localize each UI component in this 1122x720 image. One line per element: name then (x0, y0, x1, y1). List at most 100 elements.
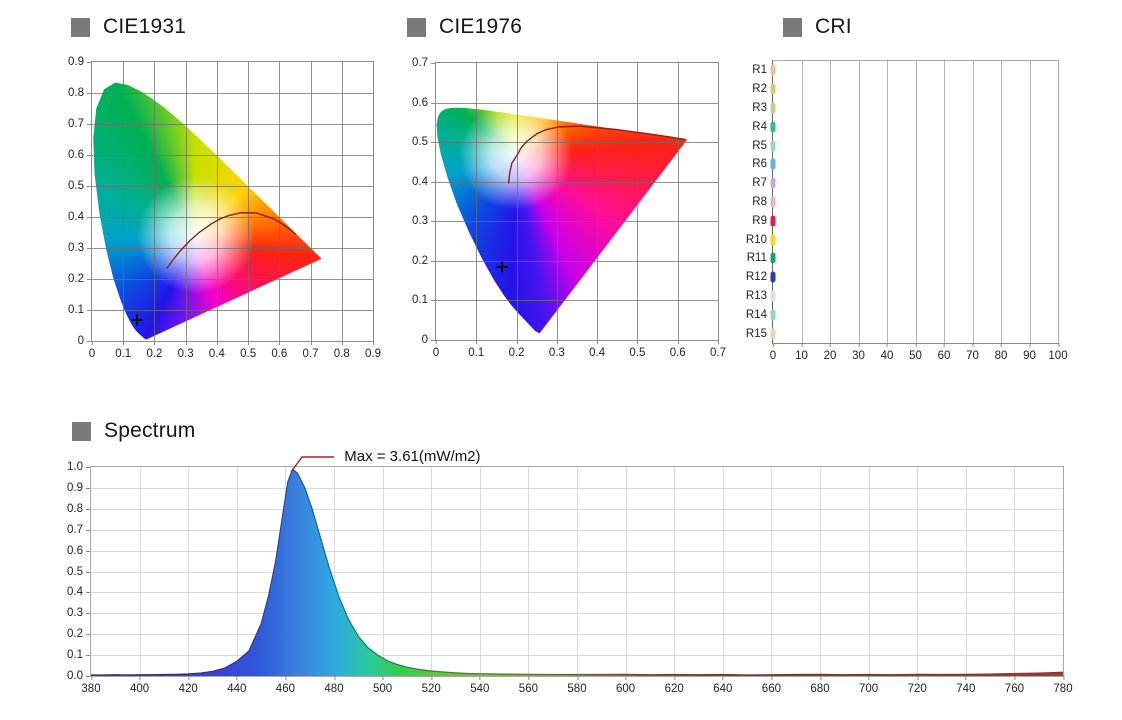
cri-row-label: R12 (745, 271, 767, 284)
cie1931-x-tick: 0.3 (177, 341, 194, 360)
cie1931-y-tick: 0.3 (68, 242, 91, 254)
cri-swatch (770, 177, 776, 189)
cie1976-x-tick: 0.5 (629, 340, 646, 359)
spectrum-chart: Max = 3.61(mW/m2) 1.0 0.9 0.8 0.7 0.6 0.5 0.4 0… (67, 448, 1073, 695)
cri-x-tick: 90 (1023, 343, 1036, 362)
cri-swatch (770, 328, 776, 340)
cie1931-x-tick: 0.4 (208, 341, 225, 360)
cie1976-chart: 0 0.1 0.2 0.3 0.4 0.5 0.6 0.7 0.7 0.6 0.5 0.4 0.3 0.… (412, 57, 726, 359)
cie1976-x-tick: 0.3 (548, 340, 565, 359)
cri-swatch (770, 234, 776, 246)
cri-title-bullet-icon (783, 17, 802, 37)
cie1931-y-tick: 0.4 (68, 211, 91, 223)
cri-x-tick: 80 (994, 343, 1008, 362)
spectrum-x-tick: 400 (130, 676, 150, 695)
cri-x-tick: 10 (795, 343, 808, 362)
cie1976-locus-overlay (436, 63, 718, 340)
cri-swatch (770, 140, 776, 152)
gridline-v (887, 61, 888, 343)
spectrum-y-tick: 0.6 (67, 544, 90, 557)
planckian-locus-curve (167, 213, 296, 269)
planckian-locus-curve (509, 126, 686, 183)
cie1931-y-tick: 0.5 (68, 180, 91, 192)
spectrum-x-tick: 760 (1004, 676, 1024, 695)
cie1976-y-tick: 0.4 (412, 175, 435, 188)
cri-row-label: R8 (752, 196, 767, 208)
cie1976-title: CIE1976 (439, 15, 523, 38)
spectrum-x-tick: 640 (713, 676, 733, 695)
spectrum-x-tick: 420 (178, 676, 198, 695)
cie1931-header: CIE1931 (71, 15, 186, 39)
cie1931-x-tick: 0.6 (271, 341, 288, 360)
cie1931-x-tick: 0 (88, 341, 96, 360)
spectrum-header: Spectrum (72, 419, 195, 443)
cri-swatch (770, 252, 776, 264)
spectrum-x-tick: 440 (227, 676, 247, 695)
cri-row-label: R13 (745, 290, 767, 302)
spectrum-x-tick: 700 (859, 676, 879, 695)
spectrum-x-tick: 780 (1053, 676, 1073, 695)
cie1931-y-tick: 0 (77, 335, 92, 347)
cri-x-tick: 0 (769, 343, 777, 362)
spectrum-y-tick: 0.9 (67, 481, 90, 494)
cie1931-y-tick: 0.2 (68, 273, 91, 285)
cri-x-tick: 40 (880, 343, 894, 362)
spectrum-title-bullet-icon (72, 421, 91, 441)
cri-x-tick: 100 (1048, 343, 1068, 362)
spectrum-y-tick: 0.0 (67, 670, 90, 682)
spectrum-x-tick: 540 (470, 676, 490, 695)
cri-x-tick: 50 (909, 343, 922, 362)
spectrum-y-tick: 0.1 (67, 649, 90, 662)
cie1976-x-tick: 0 (432, 340, 440, 359)
cie1931-x-tick: 0.9 (365, 341, 381, 360)
spectrum-x-tick: 740 (956, 676, 976, 695)
cie1931-title-bullet-icon (71, 17, 90, 37)
cri-swatch (770, 64, 776, 76)
spectrum-x-tick: 500 (373, 676, 393, 695)
cie1976-header: CIE1976 (407, 15, 522, 39)
cri-grid (773, 61, 1058, 343)
cie1976-y-tick: 0.2 (412, 254, 435, 267)
cri-swatch (770, 215, 776, 227)
spectrum-x-tick: 660 (761, 676, 781, 695)
spectrum-x-tick: 520 (421, 676, 441, 695)
cri-swatch (770, 271, 776, 283)
cri-x-tick: 20 (823, 343, 837, 362)
cie1976-y-tick: 0.5 (412, 136, 435, 149)
cie1976-title-bullet-icon (407, 17, 426, 37)
spectrum-y-tick: 0.3 (67, 607, 90, 620)
cri-swatch (770, 290, 776, 302)
spectrum-x-tick: 680 (810, 676, 830, 695)
cie1976-x-tick: 0.2 (508, 340, 525, 359)
gridline-v (830, 61, 831, 343)
cri-row-label: R3 (752, 102, 767, 114)
cie1976-y-tick: 0.7 (412, 57, 435, 69)
cie1931-chart: 0 0.1 0.2 0.3 0.4 0.5 0.6 0.7 0.8 0.9 0.9 0.8 0.7 0.… (68, 56, 381, 360)
cie1931-y-tick: 0.8 (68, 87, 91, 99)
cri-row-label: R1 (752, 64, 767, 77)
cri-swatch (770, 83, 776, 95)
spectrum-max-annotation-text: Max = 3.61(mW/m2) (344, 448, 481, 465)
cri-title: CRI (815, 15, 852, 38)
spectrum-y-tick: 0.7 (67, 523, 90, 536)
cri-row-label: R6 (752, 158, 767, 171)
cie1931-x-tick: 0.5 (240, 341, 257, 360)
spectrum-x-tick: 460 (275, 676, 295, 695)
cie1931-x-tick: 0.2 (146, 341, 163, 360)
cri-row-label: R15 (745, 327, 767, 340)
gridline-v (858, 61, 860, 343)
measured-point-marker (496, 261, 507, 272)
cie1931-y-tick: 0.1 (68, 304, 91, 316)
spectrum-x-tick: 620 (664, 676, 684, 695)
cri-row-label: R2 (752, 83, 767, 96)
spectrum-title: Spectrum (104, 419, 196, 442)
annotation-callout-line-icon (290, 456, 335, 473)
cri-row-label: R14 (745, 308, 767, 321)
spectrum-max-annotation: Max = 3.61(mW/m2) (290, 448, 481, 473)
gridline-v (801, 61, 803, 343)
measured-point-marker (131, 314, 142, 325)
cri-row-label: R4 (752, 120, 767, 133)
cie1931-x-tick: 0.8 (333, 341, 350, 360)
cri-chart: R1 R2 R3 R4 R5 R6 R7 R8 R9 R10 R11 R12 R13 R14 R15 0 10… (746, 60, 1068, 362)
